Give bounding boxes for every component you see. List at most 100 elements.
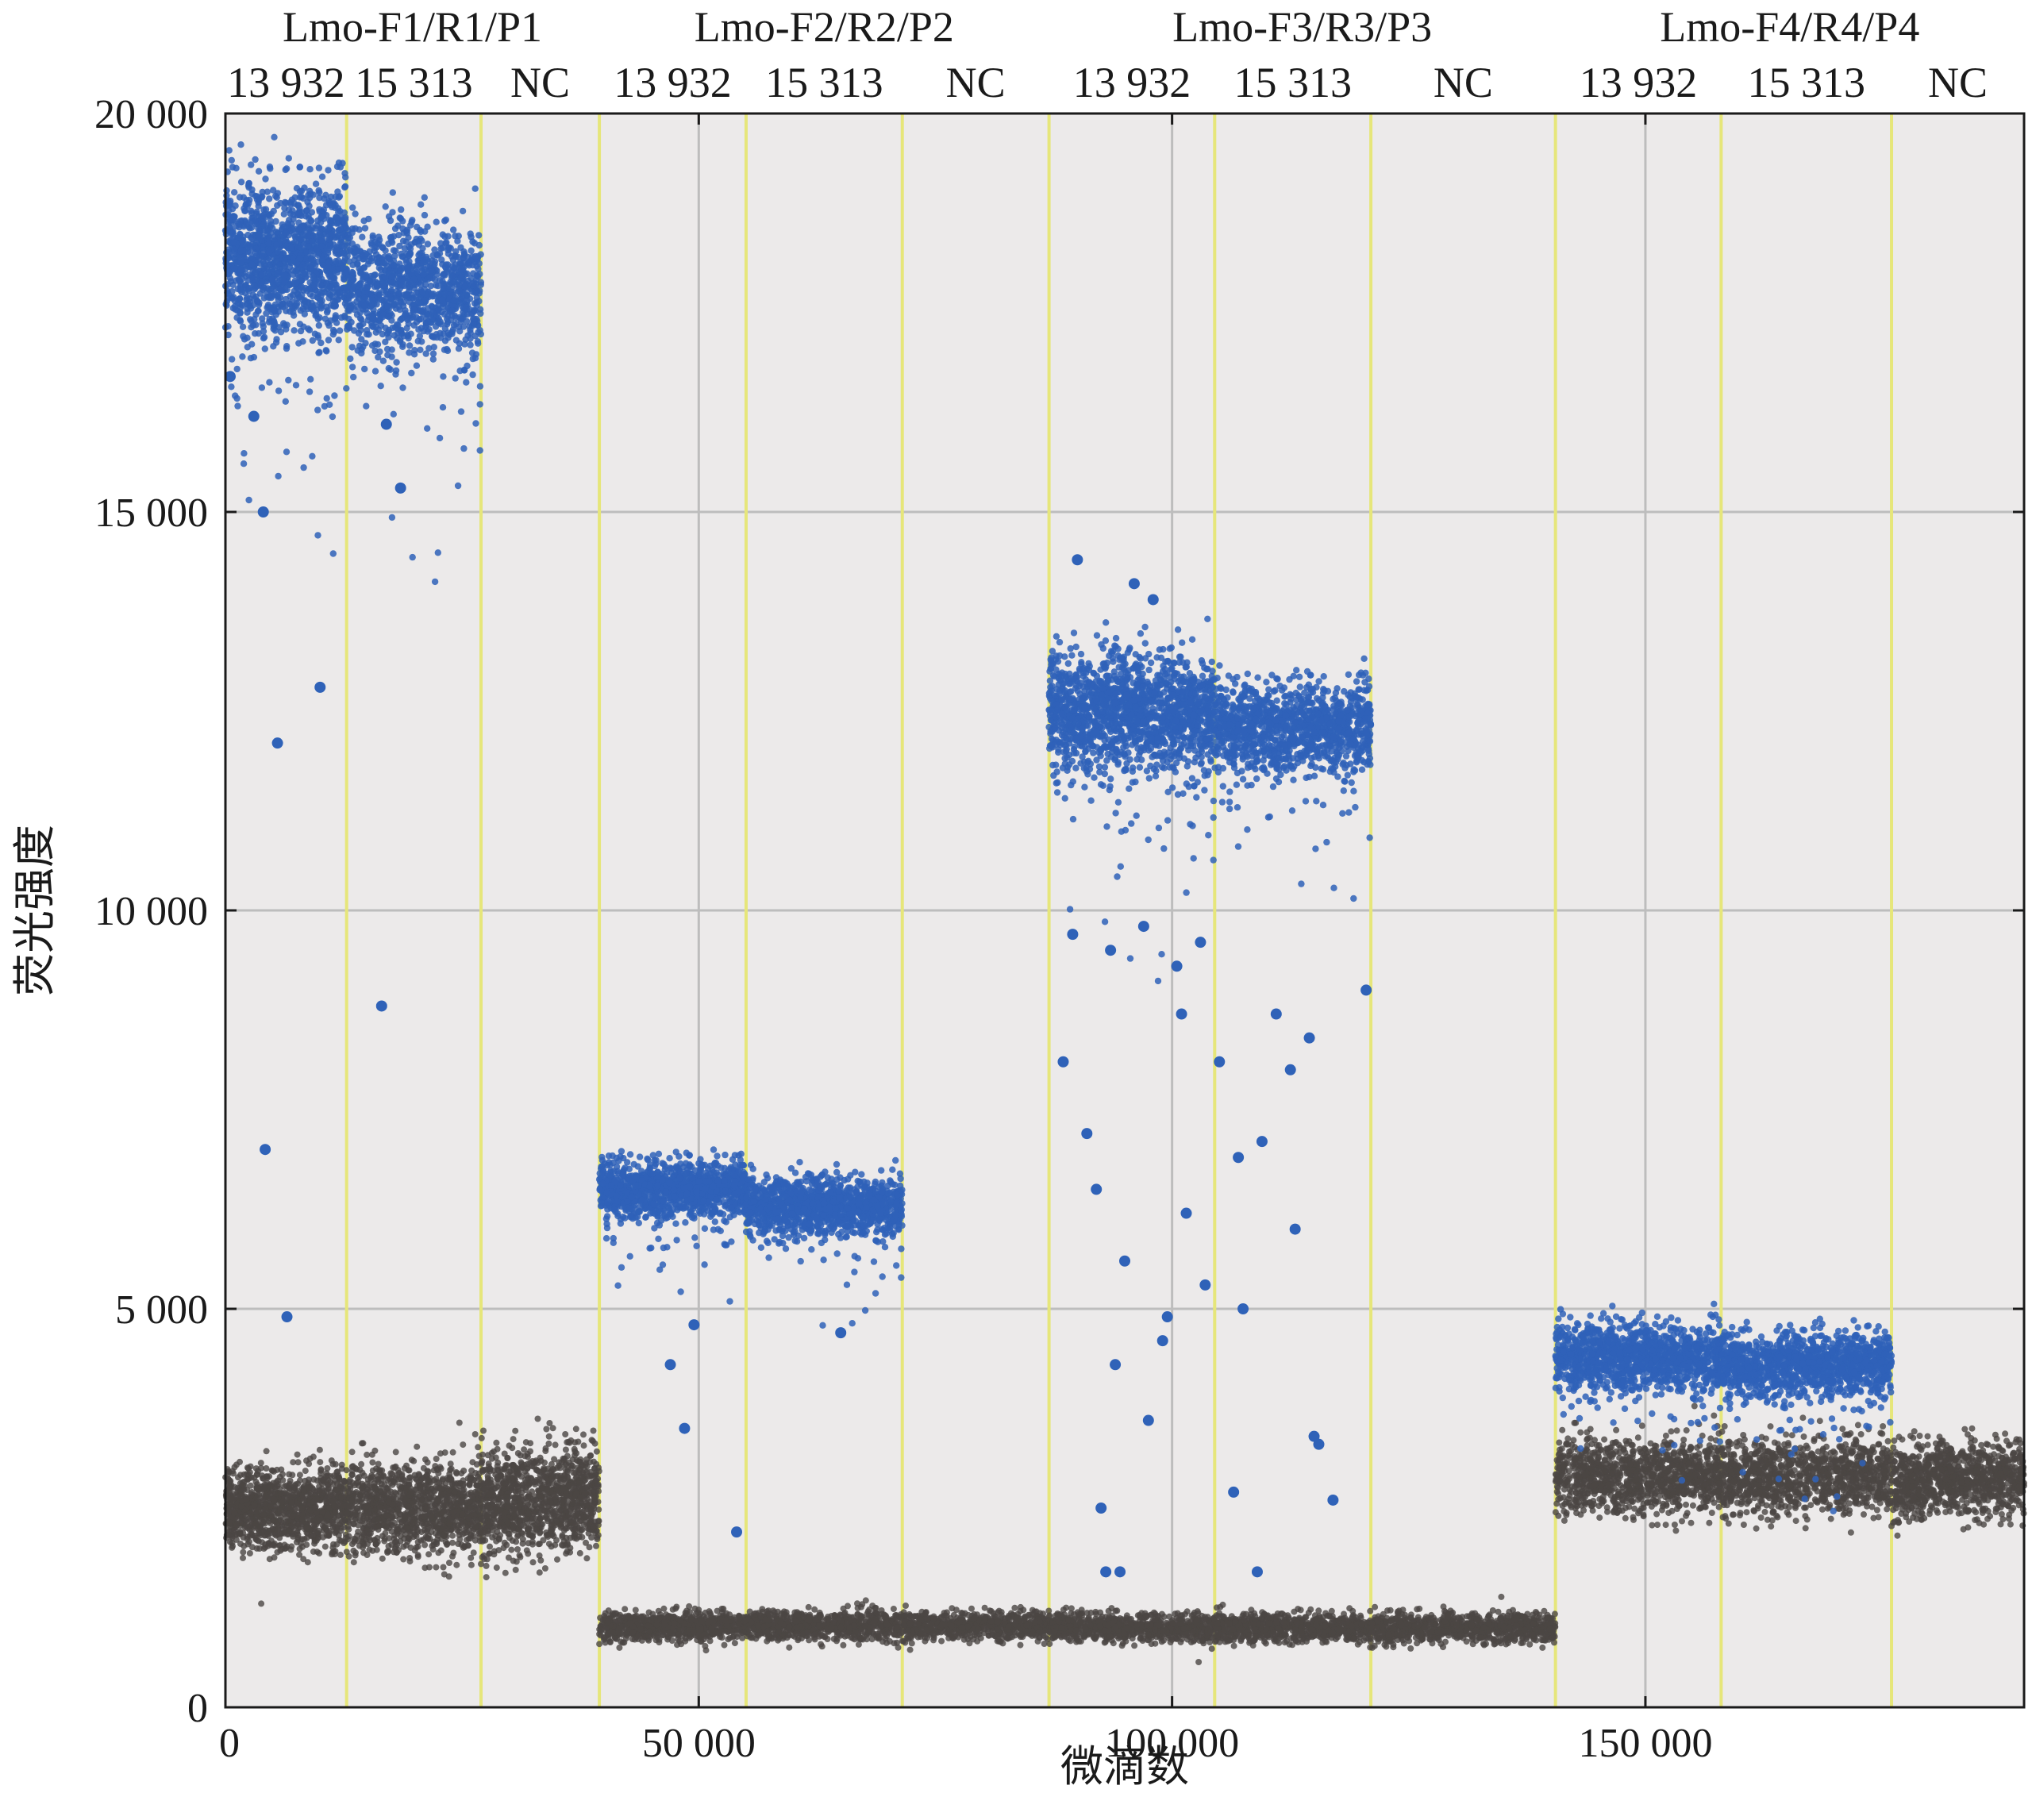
negative-droplet bbox=[248, 1510, 254, 1517]
negative-droplet bbox=[489, 1480, 495, 1487]
negative-droplet bbox=[509, 1445, 515, 1451]
negative-droplet bbox=[355, 1522, 361, 1528]
negative-droplet bbox=[375, 1473, 381, 1479]
negative-droplet bbox=[304, 1484, 310, 1491]
negative-droplet bbox=[424, 1496, 430, 1503]
negative-droplet bbox=[575, 1502, 581, 1508]
negative-droplet bbox=[511, 1495, 518, 1501]
negative-droplet bbox=[852, 1636, 858, 1642]
negative-droplet bbox=[525, 1551, 531, 1557]
negative-droplet bbox=[447, 1476, 453, 1483]
negative-droplet bbox=[407, 1532, 414, 1538]
negative-droplet bbox=[460, 1468, 467, 1474]
negative-droplet bbox=[323, 1499, 329, 1506]
negative-droplet bbox=[295, 1535, 302, 1541]
negative-droplet bbox=[444, 1528, 450, 1534]
negative-droplet bbox=[806, 1604, 812, 1610]
negative-droplet bbox=[316, 1518, 322, 1524]
negative-droplet bbox=[258, 1532, 264, 1538]
negative-droplet bbox=[358, 1461, 364, 1468]
negative-droplet bbox=[288, 1499, 294, 1506]
negative-droplet bbox=[535, 1416, 541, 1422]
negative-droplet bbox=[333, 1487, 340, 1493]
negative-droplet bbox=[535, 1518, 541, 1525]
negative-droplet bbox=[297, 1545, 303, 1552]
negative-droplet bbox=[487, 1491, 493, 1498]
negative-droplet bbox=[359, 1440, 365, 1446]
negative-droplet bbox=[514, 1510, 520, 1517]
negative-droplet bbox=[258, 1600, 264, 1606]
negative-droplet bbox=[429, 1514, 435, 1520]
negative-droplet bbox=[439, 1510, 445, 1516]
negative-droplet bbox=[413, 1496, 419, 1503]
negative-droplet bbox=[572, 1439, 578, 1445]
negative-droplet bbox=[375, 1479, 382, 1485]
negative-droplet bbox=[614, 1636, 620, 1642]
negative-droplet bbox=[515, 1450, 521, 1456]
negative-droplet bbox=[438, 1486, 444, 1492]
negative-droplet bbox=[487, 1550, 493, 1556]
negative-droplet bbox=[580, 1431, 587, 1437]
negative-droplet bbox=[384, 1549, 391, 1556]
negative-droplet bbox=[496, 1537, 502, 1543]
negative-droplet bbox=[459, 1498, 465, 1504]
negative-droplet bbox=[559, 1459, 565, 1465]
negative-droplet bbox=[529, 1541, 536, 1548]
negative-droplet bbox=[319, 1509, 325, 1515]
negative-droplet bbox=[262, 1484, 268, 1491]
negative-droplet bbox=[298, 1541, 304, 1547]
negative-droplet bbox=[450, 1449, 456, 1456]
negative-droplet bbox=[996, 1608, 1003, 1614]
negative-droplet bbox=[497, 1507, 503, 1514]
negative-droplet bbox=[591, 1428, 597, 1434]
negative-droplet bbox=[383, 1524, 390, 1530]
negative-droplet bbox=[359, 1481, 365, 1487]
negative-droplet bbox=[368, 1495, 375, 1502]
negative-droplet bbox=[978, 1635, 984, 1641]
negative-droplet bbox=[425, 1532, 432, 1538]
negative-droplet bbox=[536, 1488, 542, 1495]
negative-droplet bbox=[338, 1495, 344, 1501]
negative-droplet bbox=[254, 1485, 260, 1491]
negative-droplet bbox=[494, 1564, 500, 1571]
negative-droplet bbox=[233, 1522, 240, 1529]
negative-droplet bbox=[563, 1447, 569, 1453]
negative-droplet bbox=[391, 1479, 398, 1486]
negative-droplet bbox=[333, 1509, 339, 1515]
negative-droplet bbox=[433, 1564, 439, 1571]
negative-droplet bbox=[656, 1637, 663, 1643]
negative-droplet bbox=[544, 1515, 550, 1522]
negative-droplet bbox=[248, 1483, 254, 1489]
negative-droplet bbox=[264, 1531, 271, 1537]
negative-droplet bbox=[465, 1515, 471, 1522]
negative-droplet bbox=[246, 1524, 252, 1530]
negative-droplet bbox=[240, 1549, 246, 1556]
negative-droplet bbox=[949, 1634, 956, 1641]
negative-droplet bbox=[244, 1536, 251, 1542]
negative-droplet bbox=[231, 1510, 237, 1516]
negative-droplet bbox=[479, 1452, 486, 1458]
negative-droplet bbox=[537, 1455, 544, 1461]
negative-droplet bbox=[574, 1491, 580, 1497]
negative-droplet bbox=[229, 1491, 236, 1497]
negative-droplet bbox=[543, 1426, 549, 1433]
negative-droplet bbox=[502, 1540, 508, 1546]
negative-droplet bbox=[274, 1467, 280, 1473]
negative-droplet bbox=[564, 1525, 570, 1531]
negative-droplet bbox=[386, 1499, 392, 1506]
negative-droplet bbox=[294, 1480, 301, 1487]
negative-droplet bbox=[548, 1522, 555, 1528]
negative-droplet bbox=[346, 1503, 352, 1510]
negative-droplet bbox=[479, 1468, 486, 1475]
negative-droplet bbox=[520, 1536, 526, 1542]
negative-droplet bbox=[806, 1637, 812, 1643]
negative-droplet bbox=[479, 1458, 485, 1464]
negative-droplet bbox=[543, 1445, 549, 1452]
negative-droplet bbox=[577, 1456, 583, 1463]
negative-droplet bbox=[484, 1556, 491, 1562]
negative-droplet bbox=[532, 1503, 538, 1509]
negative-droplet bbox=[433, 1524, 440, 1530]
negative-droplet bbox=[433, 1456, 440, 1462]
negative-droplet bbox=[404, 1525, 410, 1531]
negative-droplet bbox=[394, 1526, 400, 1532]
